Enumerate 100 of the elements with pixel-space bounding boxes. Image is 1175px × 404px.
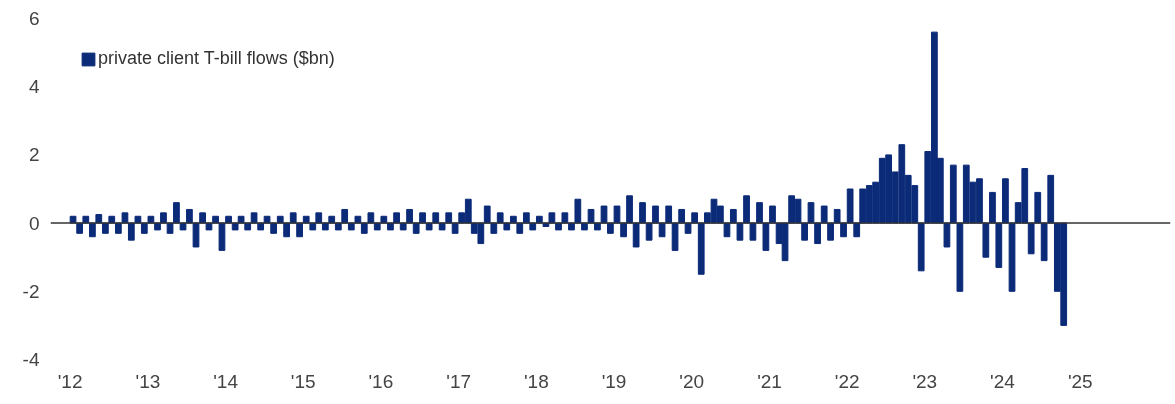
bar [548, 212, 556, 224]
bar [956, 222, 964, 292]
bar [160, 212, 167, 224]
bar [833, 208, 841, 224]
bar [367, 212, 375, 224]
bar [917, 222, 925, 272]
bar [1027, 222, 1035, 255]
bar [186, 208, 193, 224]
bar [853, 222, 861, 238]
bar [995, 222, 1003, 268]
bar [406, 208, 413, 224]
bar [1040, 222, 1048, 262]
x-tick-label: '20 [679, 370, 705, 392]
bar [736, 222, 744, 241]
bar [949, 164, 957, 224]
x-tick-label: '16 [368, 370, 394, 392]
bar [723, 222, 731, 238]
bar [620, 222, 627, 238]
bar [645, 222, 653, 241]
y-tick-label: -2 [22, 280, 40, 302]
bar [173, 202, 180, 224]
bar [807, 202, 815, 224]
bar [613, 205, 621, 224]
bar [114, 222, 122, 234]
bar [289, 212, 297, 224]
x-tick-label: '15 [290, 370, 316, 392]
bar [574, 198, 582, 224]
bar [393, 212, 400, 224]
bar [1047, 174, 1055, 224]
bar [1008, 222, 1016, 292]
x-tick-label: '12 [57, 370, 83, 392]
bar [827, 222, 834, 241]
bar [432, 212, 440, 224]
bar [665, 205, 673, 224]
x-tick-label: '17 [446, 370, 472, 392]
bar [743, 195, 750, 224]
bar [140, 222, 148, 234]
y-tick-label: -4 [22, 349, 40, 370]
bar [943, 222, 951, 248]
bar [127, 222, 135, 241]
bar [607, 222, 614, 234]
bar [296, 222, 303, 238]
bar [483, 205, 491, 224]
bar [684, 222, 692, 234]
bar [671, 222, 679, 251]
bar [658, 222, 666, 238]
bar [412, 222, 420, 234]
bar [678, 208, 686, 224]
y-tick-label: 2 [28, 144, 40, 166]
bar [341, 208, 349, 224]
bar [632, 222, 640, 248]
bar [982, 222, 990, 258]
bar [250, 212, 258, 224]
bar [652, 205, 659, 224]
bar [419, 212, 426, 224]
bar [840, 222, 847, 238]
bar [989, 191, 996, 224]
legend-label: private client T-bill flows ($bn) [98, 48, 335, 69]
bar [639, 202, 646, 224]
x-tick-label: '19 [601, 370, 627, 392]
bar [496, 212, 504, 224]
bar [76, 222, 84, 234]
y-tick-label: 4 [28, 76, 40, 98]
bar [102, 222, 109, 234]
bar [762, 222, 770, 251]
bar [523, 212, 530, 224]
bar [820, 205, 828, 224]
bar [451, 222, 459, 234]
bar [360, 222, 368, 234]
bar [729, 208, 737, 224]
bar [192, 222, 200, 248]
bar [769, 205, 776, 224]
x-tick-label: '25 [1067, 370, 1093, 392]
bar [1002, 178, 1009, 224]
bar [516, 222, 524, 234]
x-tick-label: '13 [135, 370, 161, 392]
bar [218, 222, 226, 251]
bar [626, 195, 633, 224]
x-tick-label: '24 [990, 370, 1016, 392]
bar [1034, 191, 1042, 224]
x-tick-label: '14 [213, 370, 239, 392]
bar [561, 212, 569, 224]
y-tick-label: 6 [28, 8, 40, 29]
bar [814, 222, 821, 245]
bar [445, 212, 453, 224]
bar [121, 212, 129, 224]
y-tick-label: 0 [28, 212, 40, 234]
bar [270, 222, 278, 234]
bar [697, 222, 705, 275]
bar [756, 202, 763, 224]
x-tick-label: '22 [834, 370, 860, 392]
bar [749, 222, 757, 241]
bar [587, 208, 595, 224]
bar [89, 222, 96, 238]
bar [600, 205, 608, 224]
bar [166, 222, 174, 234]
bar [315, 212, 323, 224]
bar [846, 188, 854, 224]
bar [691, 212, 698, 224]
bar [490, 222, 498, 234]
